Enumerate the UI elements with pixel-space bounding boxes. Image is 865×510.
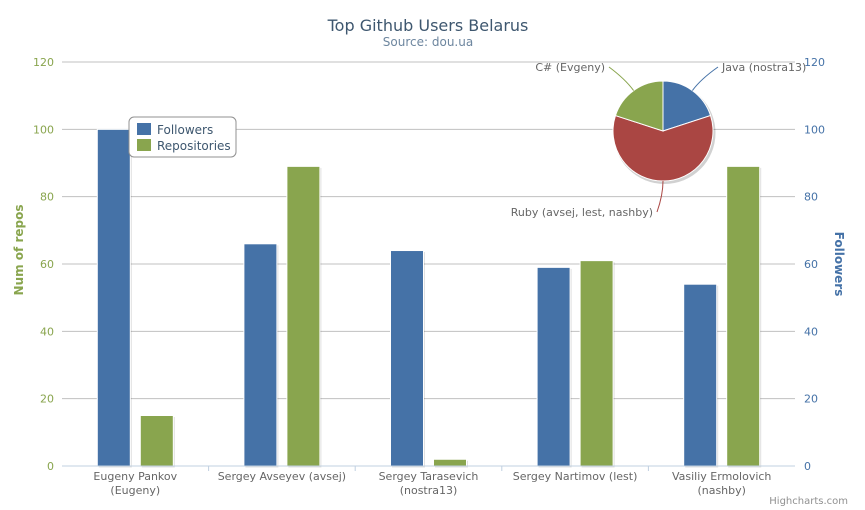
pie-label: C# (Evgeny) xyxy=(535,61,605,74)
x-tick-label: Sergey Tarasevich xyxy=(379,470,479,483)
y-left-tick-label: 120 xyxy=(33,56,54,69)
pie-connector xyxy=(608,66,635,91)
legend-label-followers[interactable]: Followers xyxy=(157,123,213,137)
y-left-tick-label: 80 xyxy=(40,191,54,204)
y-left-tick-label: 20 xyxy=(40,393,54,406)
legend: Followers Repositories xyxy=(128,116,237,158)
x-tick-label: Sergey Nartimov (lest) xyxy=(513,470,638,483)
chart-title: Top Github Users Belarus xyxy=(327,16,529,35)
pie-slice[interactable] xyxy=(614,80,664,132)
pie-label: Java (nostra13) xyxy=(721,61,806,74)
y-right-tick-label: 0 xyxy=(804,460,811,473)
pie-label: Ruby (avsej, lest, nashby) xyxy=(511,206,653,219)
bars xyxy=(96,128,762,468)
legend-swatch-repositories[interactable] xyxy=(137,139,151,151)
y-right-tick-label: 20 xyxy=(804,393,818,406)
y-right-tick-label: 100 xyxy=(804,123,825,136)
bar-followers[interactable] xyxy=(96,128,131,467)
y-right-tick-label: 60 xyxy=(804,258,818,271)
y-right-tick-label: 120 xyxy=(804,56,825,69)
x-tick-label: (nashby) xyxy=(697,484,746,497)
x-tick-label: (Eugeny) xyxy=(110,484,160,497)
y-right-tick-label: 40 xyxy=(804,325,818,338)
bar-followers[interactable] xyxy=(683,283,718,467)
y-axis-right-ticks: 0 20 40 60 80 100 120 xyxy=(804,56,825,473)
x-axis-ticks: Eugeny Pankov(Eugeny) Sergey Avseyev (avs… xyxy=(93,466,771,497)
y-axis-left-ticks: 0 20 40 60 80 100 120 xyxy=(33,56,54,473)
bar-followers[interactable] xyxy=(390,250,424,467)
bar-followers[interactable] xyxy=(536,266,571,467)
bar-followers[interactable] xyxy=(243,243,278,467)
y-left-tick-label: 60 xyxy=(40,258,54,271)
y-left-tick-label: 40 xyxy=(40,325,54,338)
pie-chart: Java (nostra13) Ruby (avsej, lest, nashby… xyxy=(511,61,807,219)
bar-repositories[interactable] xyxy=(286,165,321,467)
y-right-tick-label: 80 xyxy=(804,191,818,204)
y-axis-right-title: Followers xyxy=(832,232,846,297)
y-left-tick-label: 100 xyxy=(33,123,54,136)
x-tick-label: (nostra13) xyxy=(400,484,458,497)
credits-link[interactable]: Highcharts.com xyxy=(769,496,848,507)
bar-repositories[interactable] xyxy=(726,165,761,467)
pie-slice[interactable] xyxy=(662,80,712,132)
pie-connector xyxy=(691,66,719,91)
x-tick-label: Eugeny Pankov xyxy=(93,470,177,483)
legend-swatch-followers[interactable] xyxy=(137,123,151,135)
y-left-tick-label: 0 xyxy=(47,460,54,473)
x-tick-label: Sergey Avseyev (avsej) xyxy=(218,470,346,483)
bar-repositories[interactable] xyxy=(433,458,467,467)
bar-repositories[interactable] xyxy=(579,260,614,467)
chart-subtitle: Source: dou.ua xyxy=(383,35,473,49)
legend-label-repositories[interactable]: Repositories xyxy=(157,139,231,153)
pie-slice[interactable] xyxy=(612,114,714,182)
pie-connector xyxy=(656,180,664,213)
y-axis-left-title: Num of repos xyxy=(12,205,26,296)
bar-repositories[interactable] xyxy=(139,415,174,467)
x-tick-label: Vasiliy Ermolovich xyxy=(672,470,771,483)
legend-box xyxy=(128,116,237,158)
